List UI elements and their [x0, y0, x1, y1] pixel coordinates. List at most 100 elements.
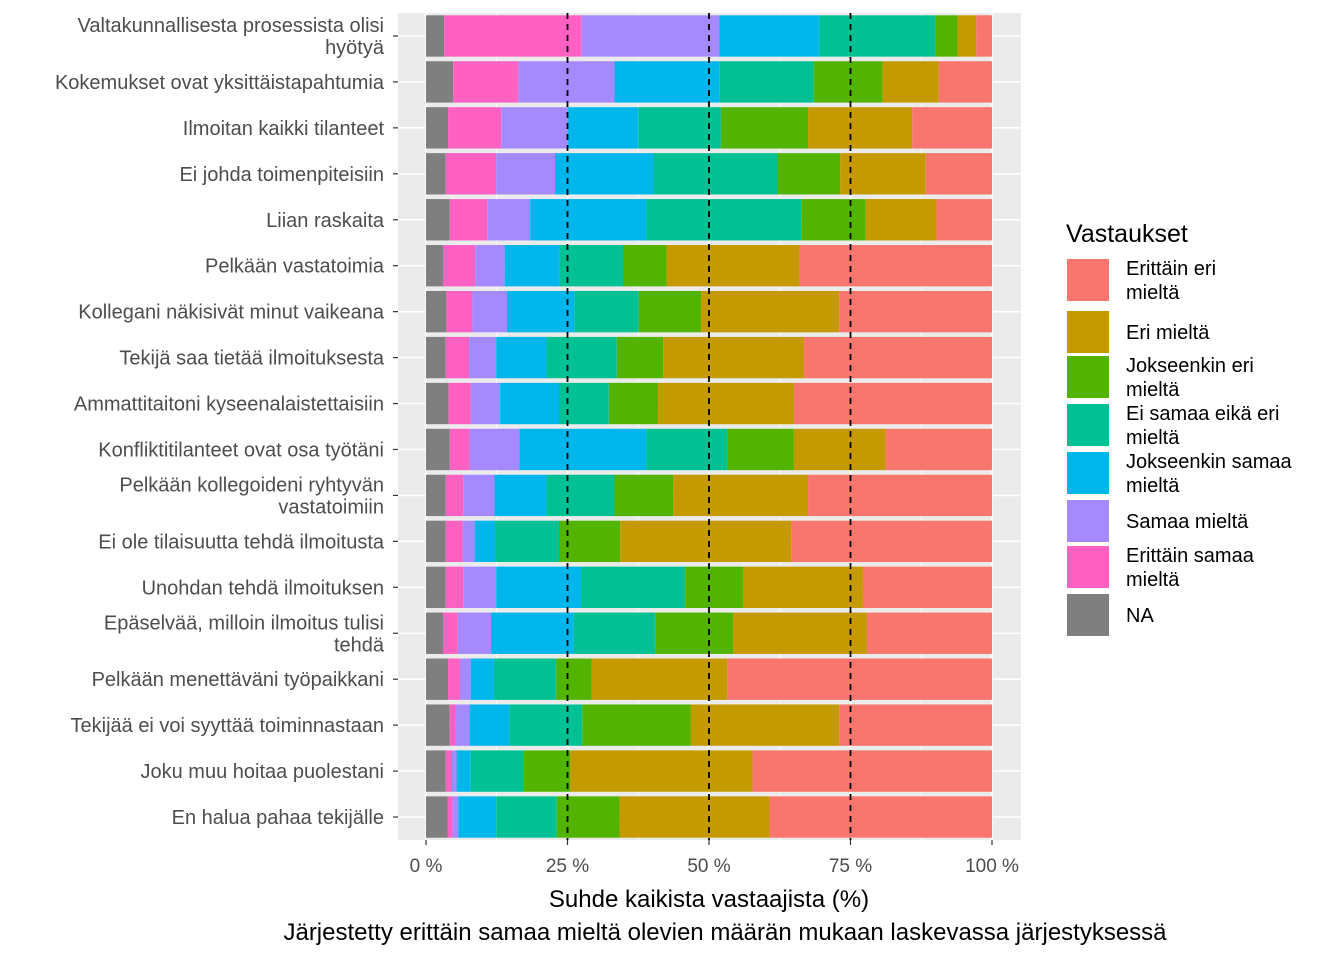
bar-segment — [444, 15, 582, 57]
bar-segment — [793, 428, 886, 471]
bar-segment — [448, 107, 502, 149]
x-tick-label: 100 % — [965, 856, 1019, 877]
category-label: Tekijä saa tietää ilmoituksesta — [119, 348, 384, 370]
bar-segment — [912, 107, 992, 149]
bar-segment — [559, 520, 621, 563]
category-label: Ammattitaitoni kyseenalaistettaisiin — [74, 394, 384, 416]
bar-segment — [957, 15, 977, 57]
bar-segment — [446, 290, 473, 333]
bar-segment — [638, 107, 721, 149]
bar-segment — [426, 245, 443, 287]
bar-segment — [646, 199, 802, 241]
bar-segment — [614, 474, 674, 517]
bar-segment — [442, 612, 458, 654]
legend-key — [1065, 498, 1111, 544]
bar-segment — [491, 612, 574, 654]
bar-segment — [470, 658, 494, 700]
bar-segment — [445, 153, 497, 195]
bar-segment — [426, 428, 450, 471]
bar-segment — [573, 612, 656, 654]
bar-segment — [470, 382, 501, 425]
x-tick-label: 50 % — [687, 856, 730, 877]
category-labels: Valtakunnallisesta prosessista olisi hyöt… — [55, 15, 398, 829]
bar-segment — [448, 658, 460, 700]
bar-segment — [426, 658, 449, 700]
bar-segment — [769, 796, 992, 838]
bar-segment — [449, 199, 488, 241]
category-label: Pelkään kollegoideni ryhtyvän vastatoimii… — [119, 474, 384, 518]
category-label: Epäselvää, milloin ilmoitus tulisi tehdä — [104, 612, 385, 656]
bar-segment — [733, 612, 867, 654]
category-label: Joku muu hoitaa puolestani — [141, 761, 385, 783]
bar-segment — [426, 61, 454, 103]
bar-segment — [426, 290, 447, 333]
bar-segment — [445, 520, 463, 563]
bar-segment — [673, 474, 809, 517]
category-label: Ilmoitan kaikki tilanteet — [183, 118, 385, 140]
bar-segment — [501, 107, 569, 149]
legend-key — [1065, 309, 1111, 355]
bar-segment — [727, 658, 992, 700]
category-label: Valtakunnallisesta prosessista olisi hyöt… — [78, 15, 385, 59]
bar-segment — [808, 474, 992, 517]
bar-segment — [862, 566, 992, 608]
legend-key — [1065, 544, 1111, 590]
bar-segment — [472, 290, 507, 333]
legend-key — [1065, 257, 1111, 303]
x-tick-label: 75 % — [829, 856, 872, 877]
bar-segment — [839, 704, 992, 746]
bar-segment — [616, 336, 664, 379]
bar-segment — [559, 382, 609, 425]
bar-segment — [614, 61, 720, 103]
bar-segment — [559, 245, 624, 287]
bar-segment — [453, 61, 519, 103]
bar-segment — [546, 474, 615, 517]
legend-label: Jokseenkin eri mieltä — [1126, 355, 1254, 401]
bar-segment — [448, 382, 471, 425]
bar-segment — [813, 61, 883, 103]
bar-segment — [475, 245, 505, 287]
x-tick-label: 25 % — [546, 856, 589, 877]
bar-segment — [445, 336, 470, 379]
bar-segment — [619, 796, 770, 838]
bar-segment — [742, 566, 863, 608]
bar-segment — [494, 474, 547, 517]
bar-segment — [445, 566, 464, 608]
bar-segment — [462, 520, 475, 563]
bar-segment — [426, 566, 446, 608]
bar-segment — [690, 704, 840, 746]
bar-segment — [720, 107, 809, 149]
bar-segment — [506, 290, 575, 333]
category-label: Pelkään vastatoimia — [205, 256, 385, 278]
bar-segment — [591, 658, 728, 700]
bar-segment — [658, 382, 794, 425]
bar-segment — [493, 658, 557, 700]
bar-segment — [449, 704, 456, 746]
legend-key — [1065, 402, 1111, 448]
bar-segment — [638, 290, 702, 333]
bar-segment — [885, 428, 992, 471]
bar-segment — [620, 520, 792, 563]
bar-segment — [655, 612, 734, 654]
legend-label: Erittäin eri mieltä — [1126, 258, 1216, 304]
category-label: Kokemukset ovat yksittäistapahtumia — [55, 72, 385, 94]
bar-segment — [719, 15, 820, 57]
legend: Erittäin eri mieltä Eri mieltä Jokseenkin e… — [1065, 257, 1293, 638]
bar-segment — [663, 336, 805, 379]
bar-segment — [426, 382, 449, 425]
bar-segment — [463, 474, 495, 517]
bar-segment — [839, 290, 992, 333]
category-label: Tekijää ei voi syyttää toiminnastaan — [71, 715, 385, 737]
category-label: Kollegani näkisivät minut vaikeana — [78, 302, 385, 324]
bar-segment — [469, 428, 520, 471]
category-label: Konfliktitilanteet ovat osa työtäni — [98, 439, 384, 461]
bar-segment — [685, 566, 743, 608]
bar-segment — [496, 336, 547, 379]
reference-lines — [566, 13, 852, 840]
bar-segment — [530, 199, 647, 241]
bar-segment — [582, 704, 691, 746]
bar-segment — [808, 107, 913, 149]
bar-segment — [426, 520, 446, 563]
bar-segment — [456, 750, 471, 792]
